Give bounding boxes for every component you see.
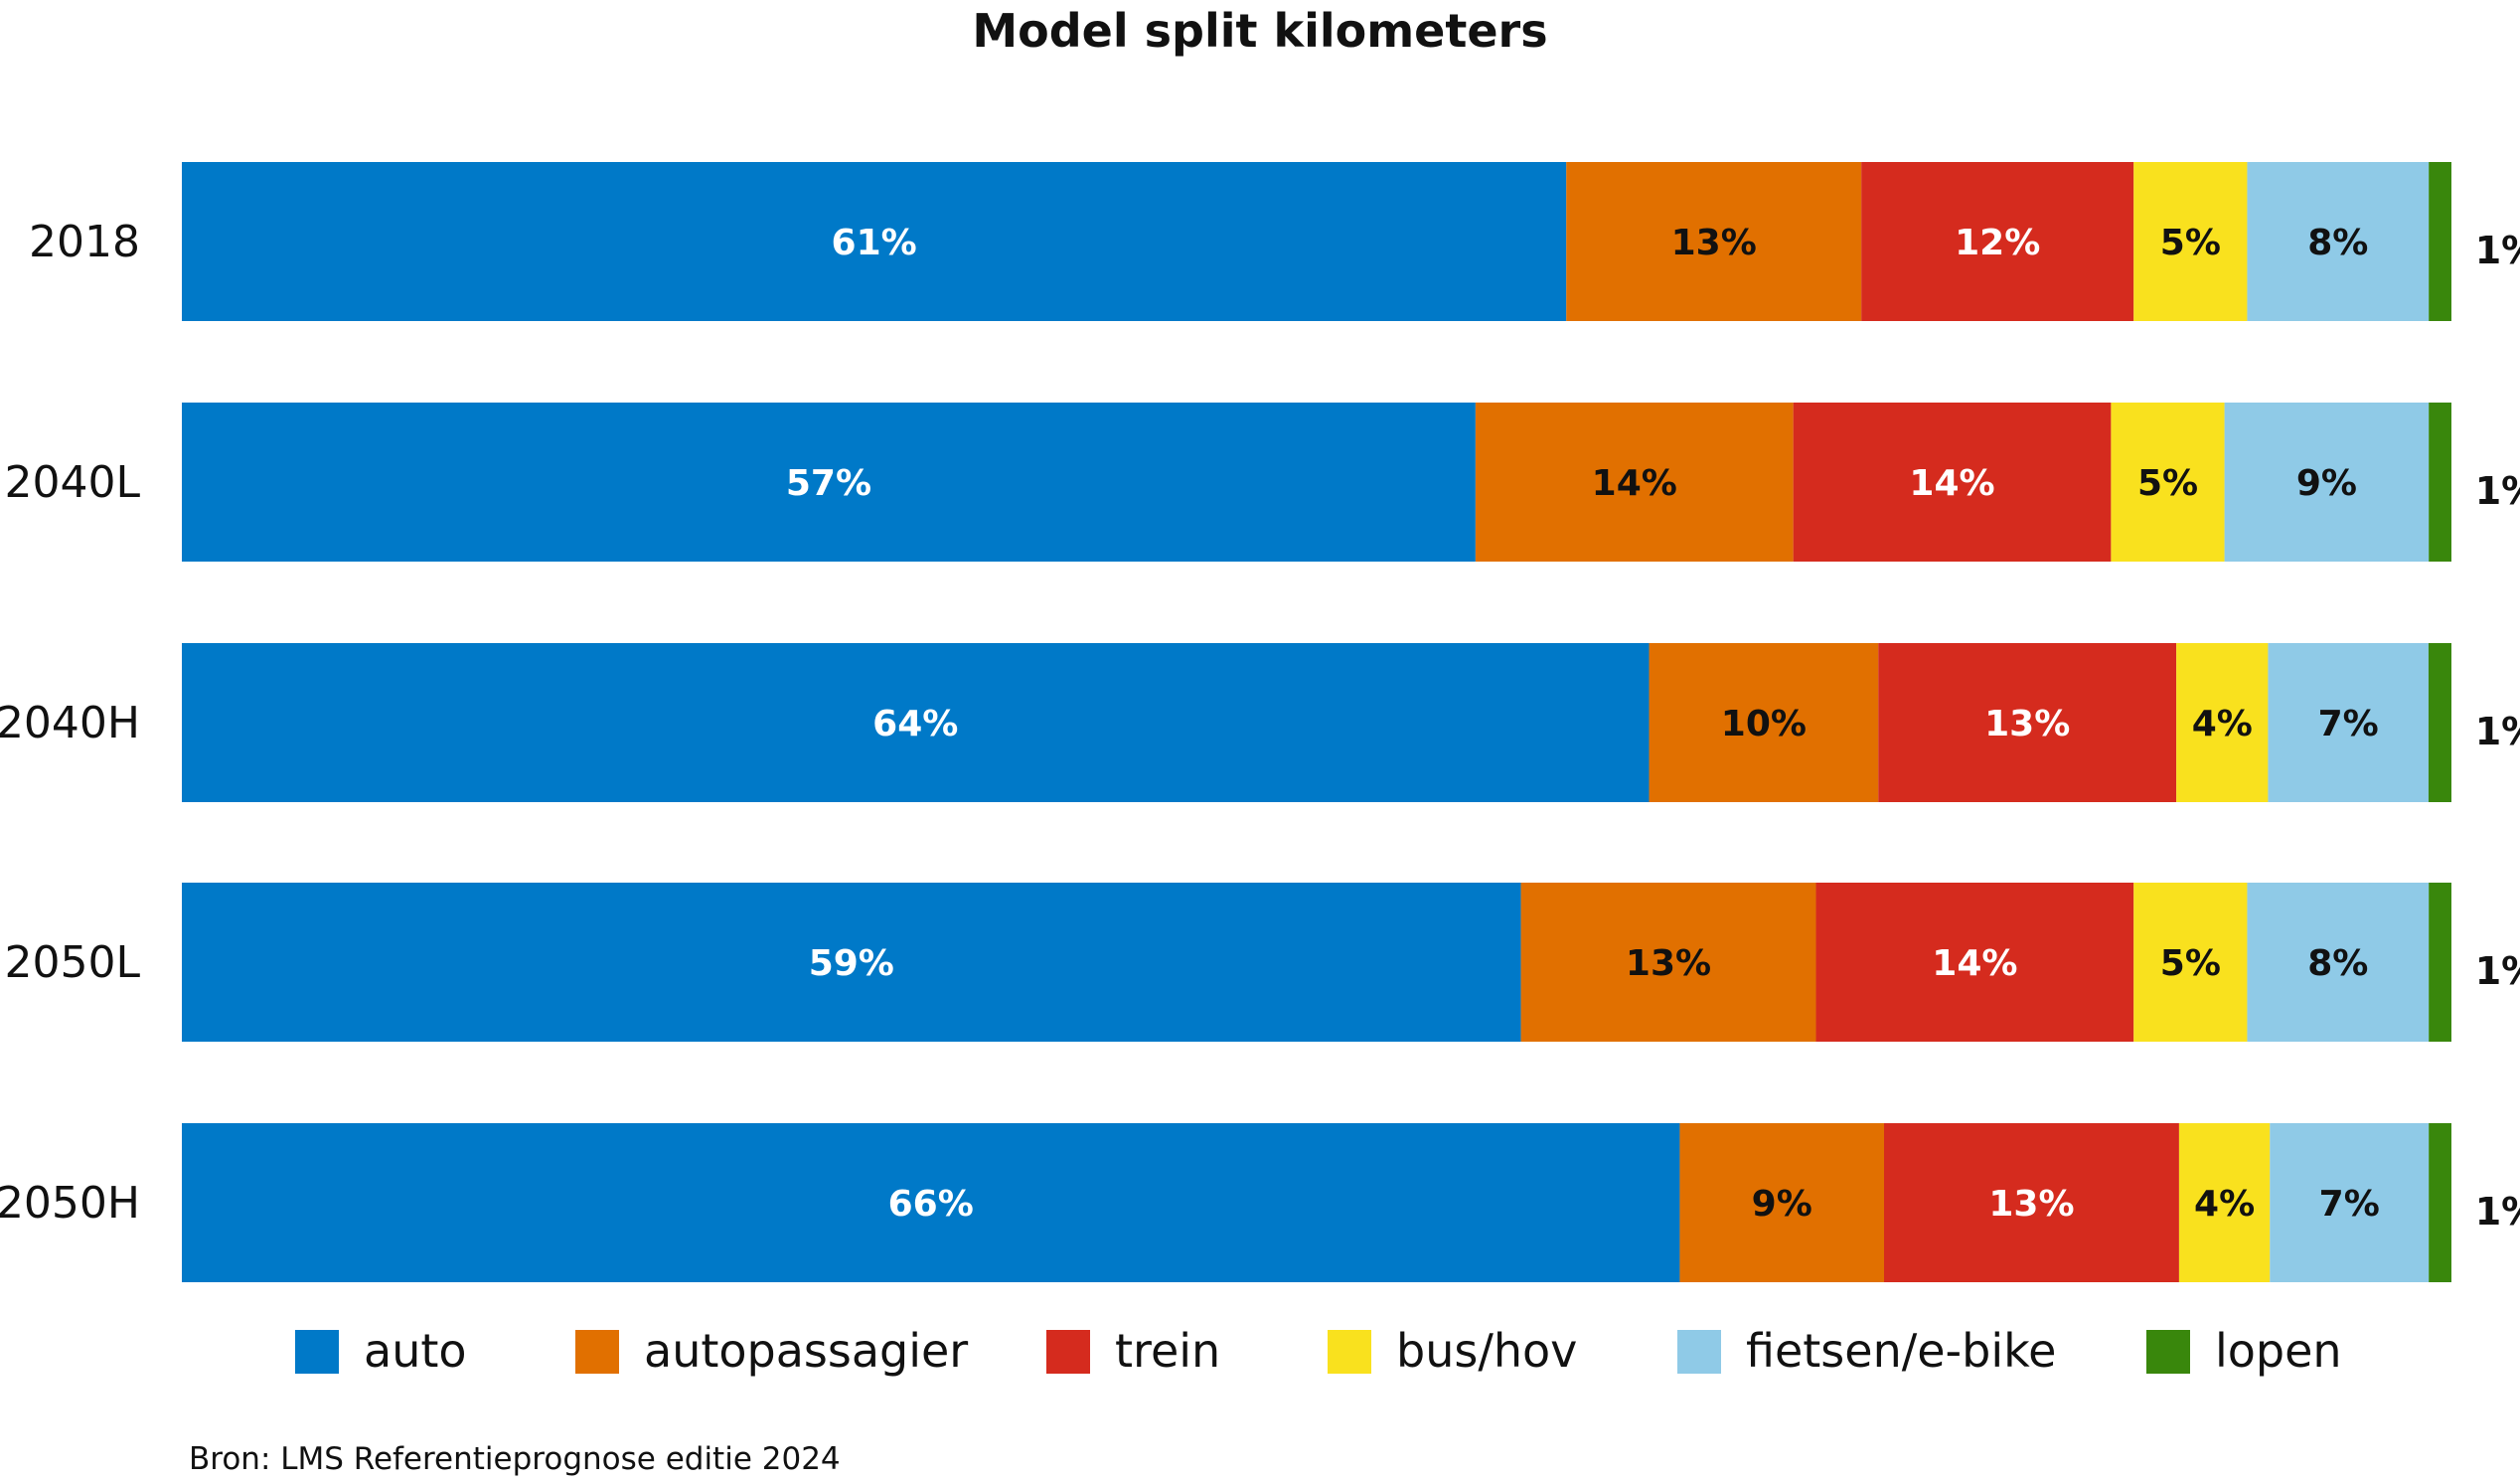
- data-label-trein-2018: 12%: [1955, 223, 2040, 263]
- bar-segment-trein-2040l: [1793, 403, 2112, 562]
- data-label-autopassagier-2040l: 14%: [1592, 463, 1677, 504]
- category-label-2018: 2018: [29, 217, 140, 267]
- category-label-2040l: 2040L: [5, 457, 141, 508]
- data-label-autopassagier-2050l: 13%: [1626, 943, 1711, 984]
- bar-segment-fietsen-e-bike-2040h: [2268, 643, 2429, 802]
- data-label-lopen-2040l: 1%: [2475, 469, 2520, 513]
- bar-segment-trein-2050l: [1815, 883, 2134, 1042]
- bar-segment-fietsen-e-bike-2050h: [2270, 1123, 2430, 1282]
- data-label-bus-hov-2050h: 4%: [2194, 1184, 2255, 1225]
- data-label-fietsen-e-bike-2040h: 7%: [2318, 704, 2379, 744]
- data-label-trein-2040l: 14%: [1909, 463, 1994, 504]
- bar-segment-fietsen-e-bike-2050l: [2247, 883, 2430, 1042]
- data-label-fietsen-e-bike-2040l: 9%: [2296, 463, 2357, 504]
- data-label-autopassagier-2018: 13%: [1671, 223, 1757, 263]
- bar-segment-bus-hov-2040l: [2111, 403, 2225, 562]
- data-label-trein-2050h: 13%: [1988, 1184, 2074, 1225]
- data-label-bus-hov-2040l: 5%: [2137, 463, 2198, 504]
- data-label-auto-2040h: 64%: [872, 704, 958, 744]
- category-label-2050h: 2050H: [0, 1178, 140, 1229]
- legend-label-auto: auto: [364, 1324, 467, 1378]
- bar-segment-lopen-2040h: [2428, 643, 2451, 802]
- bar-segment-auto-2050h: [182, 1123, 1680, 1282]
- bar-segment-autopassagier-2040h: [1649, 643, 1879, 802]
- bar-segment-trein-2018: [1861, 162, 2134, 321]
- legend-swatch-trein: [1046, 1330, 1090, 1374]
- legend-item-auto: auto: [295, 1324, 467, 1378]
- data-label-lopen-2040h: 1%: [2475, 710, 2520, 753]
- data-label-autopassagier-2050h: 9%: [1752, 1184, 1812, 1225]
- category-label-2050l: 2050L: [5, 937, 141, 988]
- legend-label-autopassagier: autopassagier: [644, 1324, 968, 1378]
- data-label-auto-2050l: 59%: [809, 943, 894, 984]
- bar-segment-lopen-2050l: [2429, 883, 2451, 1042]
- bar-segment-fietsen-e-bike-2040l: [2224, 403, 2430, 562]
- bar-segment-auto-2040l: [182, 403, 1476, 562]
- legend-swatch-lopen: [2146, 1330, 2190, 1374]
- data-label-trein-2050l: 14%: [1932, 943, 2017, 984]
- bar-segment-fietsen-e-bike-2018: [2247, 162, 2430, 321]
- bar-segment-autopassagier-2040l: [1475, 403, 1794, 562]
- bar-segment-bus-hov-2050h: [2178, 1123, 2271, 1282]
- source-note: Bron: LMS Referentieprognose editie 2024: [189, 1441, 841, 1477]
- data-label-bus-hov-2018: 5%: [2160, 223, 2221, 263]
- legend-item-lopen: lopen: [2146, 1324, 2342, 1378]
- legend-swatch-fietsen-e-bike: [1677, 1330, 1721, 1374]
- bar-segment-lopen-2018: [2429, 162, 2451, 321]
- legend-item-bus-hov: bus/hov: [1328, 1324, 1577, 1378]
- bar-segment-auto-2040h: [182, 643, 1650, 802]
- data-label-lopen-2050l: 1%: [2475, 949, 2520, 993]
- bar-segment-auto-2050l: [182, 883, 1521, 1042]
- legend-item-fietsen-e-bike: fietsen/e-bike: [1677, 1324, 2056, 1378]
- legend-label-trein: trein: [1115, 1324, 1220, 1378]
- bar-segment-bus-hov-2050l: [2133, 883, 2248, 1042]
- data-label-auto-2018: 61%: [832, 223, 917, 263]
- legend-swatch-bus-hov: [1328, 1330, 1371, 1374]
- data-label-fietsen-e-bike-2050l: 8%: [2307, 943, 2368, 984]
- legend-swatch-auto: [295, 1330, 339, 1374]
- category-label-2040h: 2040H: [0, 698, 140, 748]
- bars-layer: [182, 162, 2451, 1282]
- legend-swatch-autopassagier: [575, 1330, 619, 1374]
- bar-segment-autopassagier-2018: [1566, 162, 1862, 321]
- data-label-lopen-2018: 1%: [2475, 229, 2520, 272]
- data-label-trein-2040h: 13%: [1984, 704, 2070, 744]
- data-label-bus-hov-2040h: 4%: [2192, 704, 2253, 744]
- legend-item-autopassagier: autopassagier: [575, 1324, 968, 1378]
- legend-label-bus-hov: bus/hov: [1396, 1324, 1577, 1378]
- legend-label-fietsen-e-bike: fietsen/e-bike: [1746, 1324, 2056, 1378]
- data-label-bus-hov-2050l: 5%: [2160, 943, 2221, 984]
- bar-segment-bus-hov-2018: [2133, 162, 2248, 321]
- legend-item-trein: trein: [1046, 1324, 1220, 1378]
- bar-segment-autopassagier-2050l: [1520, 883, 1816, 1042]
- bar-segment-auto-2018: [182, 162, 1567, 321]
- data-label-fietsen-e-bike-2018: 8%: [2307, 223, 2368, 263]
- bar-segment-trein-2040h: [1878, 643, 2177, 802]
- data-label-auto-2050h: 66%: [888, 1184, 974, 1225]
- bar-segment-lopen-2050h: [2429, 1123, 2451, 1282]
- bar-segment-trein-2050h: [1884, 1123, 2179, 1282]
- bar-segment-lopen-2040l: [2429, 403, 2451, 562]
- bar-segment-autopassagier-2050h: [1679, 1123, 1884, 1282]
- bar-segment-bus-hov-2040h: [2176, 643, 2269, 802]
- chart-title: Model split kilometers: [972, 4, 1547, 58]
- data-label-auto-2040l: 57%: [786, 463, 871, 504]
- data-label-fietsen-e-bike-2050h: 7%: [2319, 1184, 2380, 1225]
- data-label-lopen-2050h: 1%: [2475, 1190, 2520, 1234]
- data-label-autopassagier-2040h: 10%: [1721, 704, 1807, 744]
- labels-layer: 2018 61% 13% 12% 5% 8% 1% 2040L 57% 14% 14% 5% 9% 1% 2…: [0, 217, 2520, 1234]
- legend-label-lopen: lopen: [2215, 1324, 2342, 1378]
- legend: auto autopassagier trein bus/hov fietsen/e-b…: [295, 1324, 2342, 1378]
